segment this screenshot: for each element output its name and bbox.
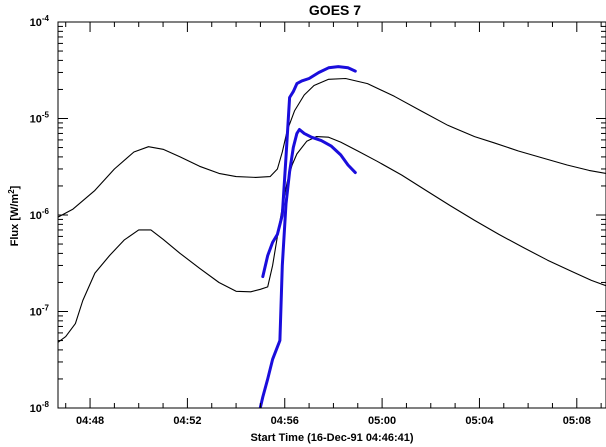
x-axis-title: Start Time (16-Dec-91 04:46:41) bbox=[250, 432, 413, 444]
y-axis-title-sup: 2 bbox=[7, 189, 16, 194]
y-axis-title-close: ] bbox=[9, 185, 21, 189]
y-tick-label: 10-6 bbox=[30, 207, 50, 222]
y-tick-label: 10-5 bbox=[30, 111, 50, 126]
x-tick-label: 04:52 bbox=[173, 415, 201, 427]
x-tick-label: 04:56 bbox=[271, 415, 299, 427]
x-tick-label: 05:04 bbox=[465, 415, 494, 427]
y-axis-title-base: Flux [W/m bbox=[9, 194, 21, 247]
series-line-3 bbox=[261, 65, 357, 279]
y-axis-title: Flux [W/m2] bbox=[7, 185, 21, 246]
y-tick-label: 10-8 bbox=[30, 400, 50, 415]
series-line-2 bbox=[58, 136, 606, 343]
series-line-4 bbox=[258, 128, 357, 408]
series-layer bbox=[58, 65, 606, 408]
x-tick-label: 04:48 bbox=[76, 415, 104, 427]
y-axis: 10-8 10-7 10-6 10-5 10-4 bbox=[30, 14, 606, 415]
y-tick-label: 10-7 bbox=[30, 304, 50, 319]
plot-frame bbox=[57, 21, 606, 409]
y-tick-label: 10-4 bbox=[30, 14, 50, 29]
x-tick-label: 05:00 bbox=[368, 415, 396, 427]
x-axis: 04:48 04:52 04:56 05:00 05:04 05:08 bbox=[65, 22, 602, 427]
series-line-1 bbox=[58, 77, 606, 218]
x-tick-label: 05:08 bbox=[563, 415, 591, 427]
chart-title: GOES 7 bbox=[309, 2, 361, 18]
